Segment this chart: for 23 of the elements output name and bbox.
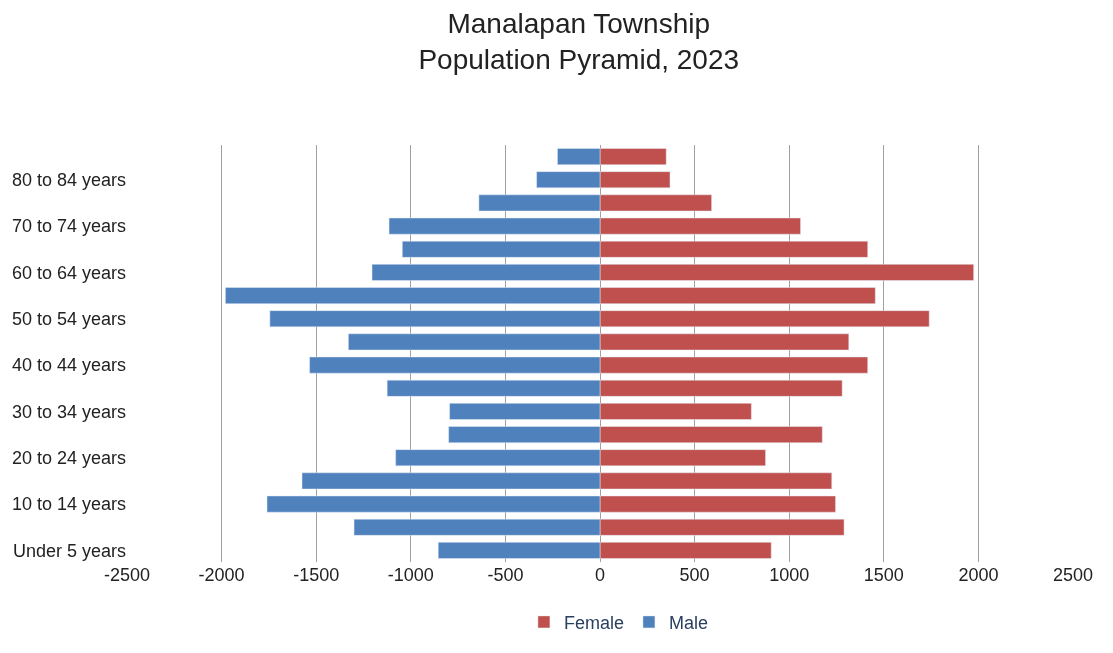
legend-label: Female: [563, 612, 624, 633]
x-tick-label: 2000: [958, 565, 999, 585]
y-tick-label: 20 to 24 years: [11, 448, 126, 469]
x-tick-label: -1500: [293, 565, 340, 585]
y-tick-label: 80 to 84 years: [11, 170, 126, 191]
x-tick-label: -500: [487, 565, 524, 585]
x-tick-label: 1500: [863, 565, 904, 585]
x-tick-label: 2500: [1052, 565, 1094, 585]
y-tick-label: 10 to 14 years: [11, 494, 126, 515]
x-tick-label: 0: [594, 565, 606, 585]
x-tick-label: 1000: [769, 565, 810, 585]
y-tick-label: 40 to 44 years: [11, 355, 126, 376]
y-tick-label: 70 to 74 years: [11, 216, 126, 237]
y-tick-label: 60 to 64 years: [11, 262, 126, 283]
legend-label: Male: [668, 612, 708, 633]
x-tick-label: -1000: [387, 565, 434, 585]
y-tick-label: 30 to 34 years: [11, 401, 126, 422]
y-tick-label: 50 to 54 years: [11, 309, 126, 330]
x-tick-label: -2000: [198, 565, 245, 585]
y-tick-label: Under 5 years: [12, 540, 126, 561]
chart-title: Manalapan Township Population Pyramid, 2023: [418, 7, 740, 76]
x-tick-label: 500: [679, 565, 710, 585]
x-tick-label: -2500: [103, 565, 151, 585]
